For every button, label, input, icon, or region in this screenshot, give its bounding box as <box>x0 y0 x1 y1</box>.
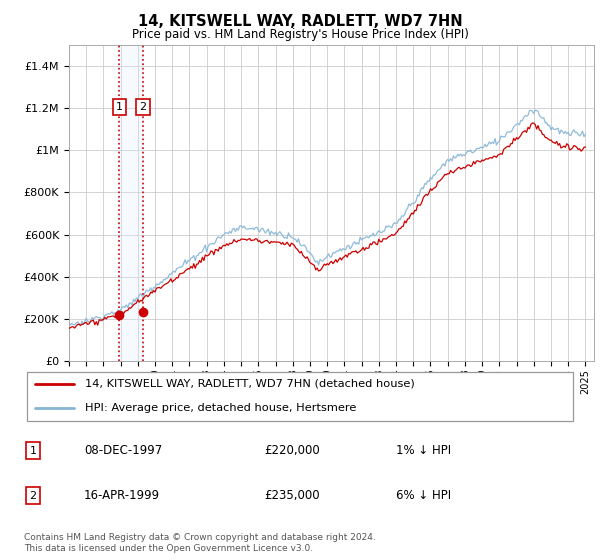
Text: 14, KITSWELL WAY, RADLETT, WD7 7HN: 14, KITSWELL WAY, RADLETT, WD7 7HN <box>137 14 463 29</box>
Text: 2: 2 <box>29 491 37 501</box>
Text: Contains HM Land Registry data © Crown copyright and database right 2024.
This d: Contains HM Land Registry data © Crown c… <box>24 533 376 553</box>
Text: 2: 2 <box>139 102 146 112</box>
Text: 6% ↓ HPI: 6% ↓ HPI <box>396 489 451 502</box>
Bar <box>119 45 143 361</box>
Text: 08-DEC-1997: 08-DEC-1997 <box>84 444 162 458</box>
Text: 1: 1 <box>116 102 123 112</box>
Text: £220,000: £220,000 <box>264 444 320 458</box>
Text: Price paid vs. HM Land Registry's House Price Index (HPI): Price paid vs. HM Land Registry's House … <box>131 28 469 41</box>
Text: HPI: Average price, detached house, Hertsmere: HPI: Average price, detached house, Hert… <box>85 403 356 413</box>
Text: 1% ↓ HPI: 1% ↓ HPI <box>396 444 451 458</box>
Text: 1: 1 <box>29 446 37 456</box>
Text: 16-APR-1999: 16-APR-1999 <box>84 489 160 502</box>
Text: 14, KITSWELL WAY, RADLETT, WD7 7HN (detached house): 14, KITSWELL WAY, RADLETT, WD7 7HN (deta… <box>85 379 415 389</box>
FancyBboxPatch shape <box>27 372 573 421</box>
Text: £235,000: £235,000 <box>264 489 320 502</box>
